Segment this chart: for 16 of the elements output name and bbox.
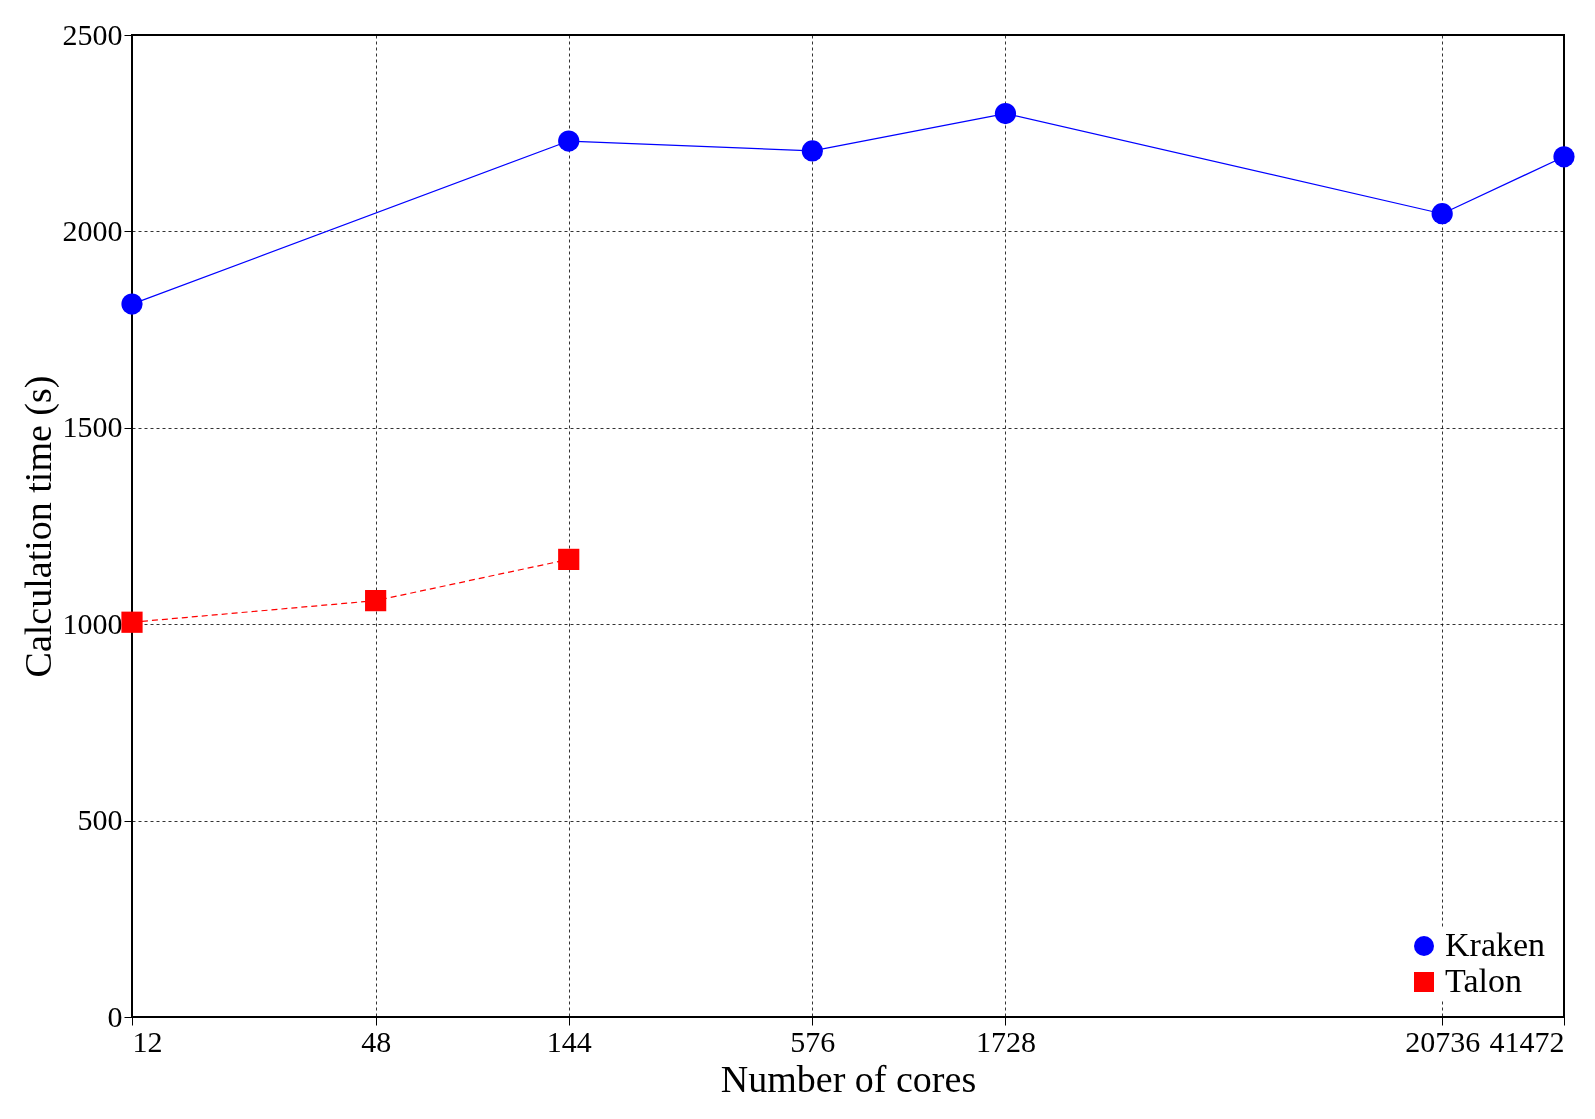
x-tick-label: 48 (361, 1024, 392, 1058)
y-tick-label: 500 (77, 803, 123, 837)
x-tick-label: 12 (132, 1024, 163, 1058)
legend-label: Kraken (1445, 926, 1546, 963)
x-tick-label: 144 (546, 1024, 592, 1058)
y-tick-label: 2000 (62, 213, 123, 247)
x-tick-label: 20736 (1405, 1024, 1481, 1058)
y-tick-label: 2500 (62, 17, 123, 51)
x-axis-title: Number of cores (720, 1057, 977, 1100)
y-axis-title: Calculation time (s) (16, 375, 60, 678)
y-tick-label: 0 (107, 999, 123, 1033)
x-tick-label: 576 (790, 1024, 836, 1058)
x-tick-label: 41472 (1489, 1024, 1565, 1058)
x-tick-label: 1728 (975, 1024, 1036, 1058)
y-tick-label: 1500 (62, 410, 123, 444)
legend-label: Talon (1445, 962, 1522, 999)
